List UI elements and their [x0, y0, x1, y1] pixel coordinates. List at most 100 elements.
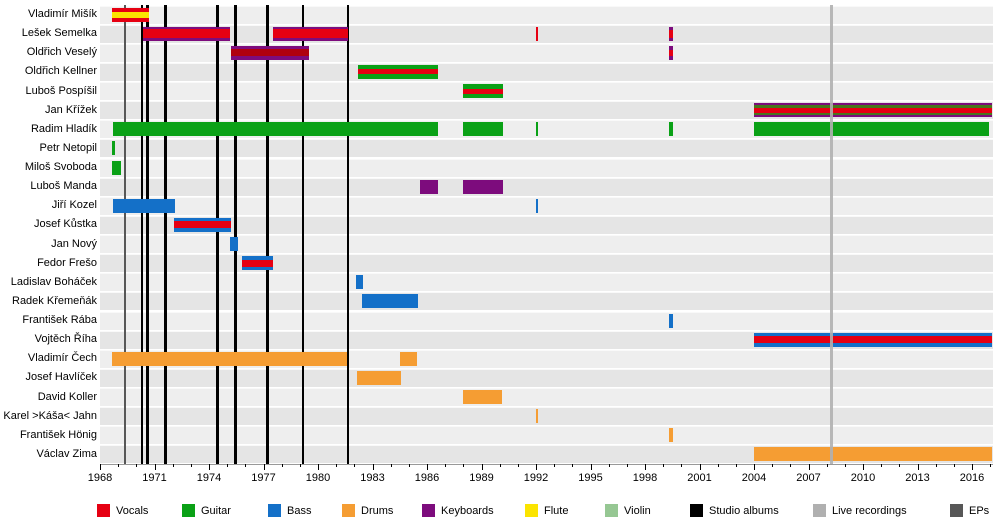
studio-album-line	[346, 5, 350, 464]
timeline-bar	[174, 217, 231, 232]
axis-major-tick	[754, 464, 755, 470]
timeline-bar	[754, 103, 992, 118]
bass-stripe	[361, 294, 418, 309]
row-band	[100, 426, 993, 445]
guitar-stripe	[111, 160, 121, 175]
axis-year-label: 1995	[578, 472, 603, 484]
keyboards-stripe	[419, 179, 438, 194]
axis-minor-tick	[172, 464, 174, 467]
legend-label: Keyboards	[441, 505, 494, 517]
vocals-stripe	[111, 17, 150, 22]
x-axis-line	[100, 464, 993, 465]
studio-album-line	[301, 5, 305, 464]
guitar-stripe	[463, 122, 504, 137]
row-band	[100, 235, 993, 253]
axis-minor-tick	[118, 464, 120, 467]
timeline-bar	[463, 122, 504, 137]
axis-minor-tick	[735, 464, 737, 467]
axis-major-tick	[318, 464, 319, 470]
timeline-bar	[142, 26, 230, 41]
axis-major-tick	[372, 464, 374, 470]
member-name-label: Lešek Semelka	[21, 27, 97, 40]
axis-year-label: 2007	[796, 472, 821, 484]
vocals-stripe	[754, 107, 992, 113]
legend-label: Live recordings	[832, 505, 907, 517]
row-band	[100, 5, 993, 24]
axis-major-tick	[645, 464, 646, 470]
vocals-stripe	[272, 29, 348, 39]
timeline-bar	[463, 390, 503, 404]
bass-stripe	[241, 256, 273, 260]
member-name-label: Karel >Káša< Jahn	[3, 409, 97, 422]
keyboards-stripe	[230, 56, 309, 60]
legend-label: Vocals	[116, 505, 149, 517]
timeline-bar	[111, 160, 121, 175]
timeline-bar	[357, 370, 401, 385]
axis-minor-tick	[990, 464, 992, 467]
axis-major-tick	[481, 464, 483, 470]
row-band	[100, 139, 993, 158]
keyboards-stripe	[754, 103, 992, 106]
row-band	[100, 215, 993, 234]
axis-minor-tick	[336, 464, 338, 467]
timeline-bar	[112, 122, 438, 137]
member-name-label: Jiří Kozel	[51, 199, 97, 212]
vocals-stripe	[174, 221, 231, 229]
timeline-bar	[356, 275, 364, 290]
bass-legend-swatch	[268, 504, 281, 517]
axis-year-label: 1989	[469, 472, 494, 484]
timeline-bar	[112, 198, 176, 213]
legend-label: EPs	[969, 505, 990, 517]
live-legend-swatch	[813, 504, 826, 517]
bass-stripe	[668, 313, 673, 328]
axis-minor-tick	[572, 464, 574, 467]
row-band	[100, 388, 993, 406]
row-band	[100, 368, 993, 387]
guitar-stripe	[668, 122, 674, 137]
bass-stripe	[356, 275, 364, 290]
row-band	[100, 43, 993, 62]
vocals-stripe	[142, 29, 230, 39]
member-name-label: Oldřich Veselý	[26, 46, 97, 59]
axis-minor-tick	[281, 464, 283, 467]
keyboards-stripe	[668, 26, 673, 30]
timeline-bar	[536, 198, 539, 213]
member-name-label: František Hönig	[19, 428, 97, 441]
guitar-stripe	[754, 122, 990, 137]
axis-minor-tick	[935, 464, 937, 467]
bass-stripe	[174, 217, 231, 222]
axis-minor-tick	[390, 464, 392, 467]
axis-year-label: 2001	[687, 472, 712, 484]
row-band	[100, 292, 993, 311]
row-band	[100, 177, 993, 196]
legend-label: Drums	[361, 505, 394, 517]
member-name-label: Vojtěch Říha	[34, 333, 97, 346]
keyboards-stripe	[272, 38, 348, 41]
axis-year-label: 1986	[414, 472, 440, 484]
member-name-label: Vladimír Mišík	[27, 8, 97, 20]
axis-minor-tick	[245, 464, 247, 467]
violin-legend-swatch	[605, 504, 618, 517]
axis-major-tick	[590, 464, 592, 470]
axis-major-tick	[100, 464, 101, 470]
timeline-bar	[399, 351, 417, 366]
timeline-bar	[272, 26, 348, 41]
timeline-bar	[754, 332, 992, 347]
guitar-stripe	[536, 122, 539, 137]
keyboards-stripe	[668, 55, 673, 60]
axis-year-label: 1968	[87, 472, 113, 484]
flute-legend-swatch	[525, 504, 538, 517]
axis-minor-tick	[790, 464, 792, 467]
ep-legend-swatch	[950, 504, 963, 517]
member-name-label: Václav Zima	[36, 447, 97, 460]
member-name-label: David Koller	[37, 390, 97, 403]
drums-stripe	[357, 370, 401, 385]
axis-major-tick	[427, 464, 428, 470]
axis-year-label: 1977	[251, 472, 276, 484]
timeline-bar	[111, 351, 348, 366]
axis-minor-tick	[772, 464, 774, 467]
timeline-bar	[754, 122, 990, 137]
axis-minor-tick	[463, 464, 465, 467]
vocals-stripe	[668, 49, 673, 56]
timeline-bar	[668, 122, 674, 137]
